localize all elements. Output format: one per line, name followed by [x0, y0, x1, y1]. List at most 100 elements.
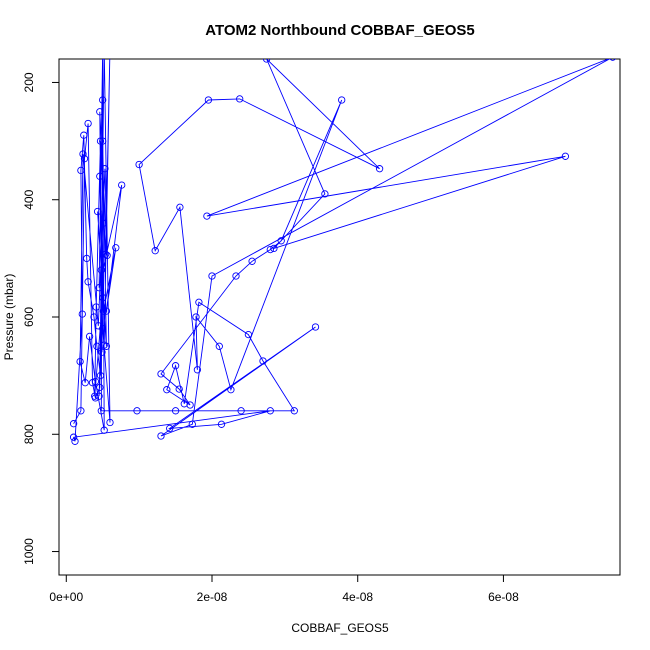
data-point	[92, 303, 100, 311]
data-point	[100, 341, 108, 349]
data-point	[193, 366, 202, 374]
data-point	[101, 44, 107, 50]
data-point	[112, 244, 120, 252]
data-point	[81, 379, 89, 387]
data-point	[101, 165, 109, 173]
data-point	[217, 420, 226, 428]
data-point	[151, 247, 159, 255]
data-point	[262, 59, 271, 63]
data-point	[171, 407, 180, 415]
data-point	[133, 407, 141, 415]
data-point	[80, 131, 88, 139]
data-point	[83, 254, 91, 263]
data-point	[84, 278, 92, 286]
series-layer	[69, 44, 616, 445]
data-point	[98, 348, 106, 356]
data-point	[237, 407, 245, 415]
data-point	[102, 307, 111, 315]
data-point	[227, 386, 235, 394]
data-point	[96, 383, 104, 392]
data-point	[101, 250, 110, 258]
data-point	[203, 212, 211, 220]
data-point	[97, 407, 105, 415]
data-point	[99, 219, 108, 227]
data-point	[166, 424, 174, 433]
data-point	[76, 357, 84, 366]
y-tick-label: 800	[22, 424, 36, 444]
data-point	[96, 371, 105, 380]
chart-title: ATOM2 Northbound COBBAF_GEOS5	[205, 22, 474, 39]
x-tick-label: 6e-08	[488, 590, 519, 604]
x-tick-label: 2e-08	[197, 590, 228, 604]
data-point	[95, 392, 103, 400]
data-point	[236, 95, 244, 103]
y-tick-label: 600	[22, 307, 36, 327]
data-point	[96, 108, 104, 116]
x-tick-label: 4e-08	[342, 590, 373, 604]
data-point	[277, 237, 285, 245]
plot-area-frame	[58, 58, 621, 576]
y-tick-label: 400	[22, 189, 36, 209]
x-tick-label: 0e+00	[49, 590, 83, 604]
y-tick-label: 200	[22, 72, 36, 92]
data-point	[171, 362, 180, 370]
data-point	[266, 407, 274, 415]
data-point	[609, 59, 616, 61]
data-point	[248, 257, 256, 265]
data-point	[157, 432, 165, 440]
data-point	[192, 313, 200, 321]
data-point	[259, 357, 267, 365]
data-point	[375, 165, 384, 173]
data-point	[77, 166, 85, 175]
data-point	[215, 342, 223, 350]
series-line	[72, 59, 611, 442]
data-point	[96, 137, 105, 145]
data-point	[244, 330, 253, 339]
data-point	[91, 377, 100, 386]
data-point	[175, 385, 183, 393]
data-point	[93, 342, 101, 350]
data-point	[90, 313, 98, 321]
data-point	[99, 307, 108, 315]
data-point	[96, 172, 104, 180]
data-point	[85, 332, 94, 341]
data-point	[321, 190, 329, 198]
data-point	[69, 420, 78, 428]
y-tick-label: 1000	[22, 538, 36, 565]
data-point	[93, 207, 102, 216]
data-point	[290, 407, 298, 415]
data-point	[100, 426, 108, 434]
data-point	[100, 44, 106, 50]
data-point	[338, 96, 346, 104]
data-point	[204, 96, 213, 104]
data-point	[176, 203, 184, 211]
data-point	[186, 401, 194, 409]
data-point	[79, 150, 87, 158]
y-axis: 200 400 600 800 1000	[22, 72, 60, 565]
data-point	[97, 266, 105, 274]
data-point	[266, 245, 274, 254]
data-point	[561, 152, 570, 160]
data-point	[99, 137, 107, 145]
data-point	[78, 310, 86, 318]
data-point	[99, 96, 107, 104]
data-point	[188, 420, 196, 428]
data-point	[157, 370, 165, 378]
data-point	[91, 392, 99, 400]
x-axis: 0e+00 2e-08 4e-08 6e-08	[49, 574, 519, 604]
data-point	[94, 322, 102, 330]
x-axis-label: COBBAF_GEOS5	[291, 621, 389, 635]
data-point	[80, 155, 89, 163]
data-point	[69, 433, 78, 441]
data-point	[163, 386, 171, 394]
data-point	[106, 418, 114, 427]
data-point	[77, 407, 85, 415]
data-point	[103, 251, 111, 260]
data-point	[107, 44, 113, 50]
data-point	[99, 294, 107, 302]
data-point	[311, 323, 320, 331]
data-point	[208, 272, 216, 280]
y-axis-label: Pressure (mbar)	[2, 274, 16, 361]
data-point	[232, 272, 240, 280]
